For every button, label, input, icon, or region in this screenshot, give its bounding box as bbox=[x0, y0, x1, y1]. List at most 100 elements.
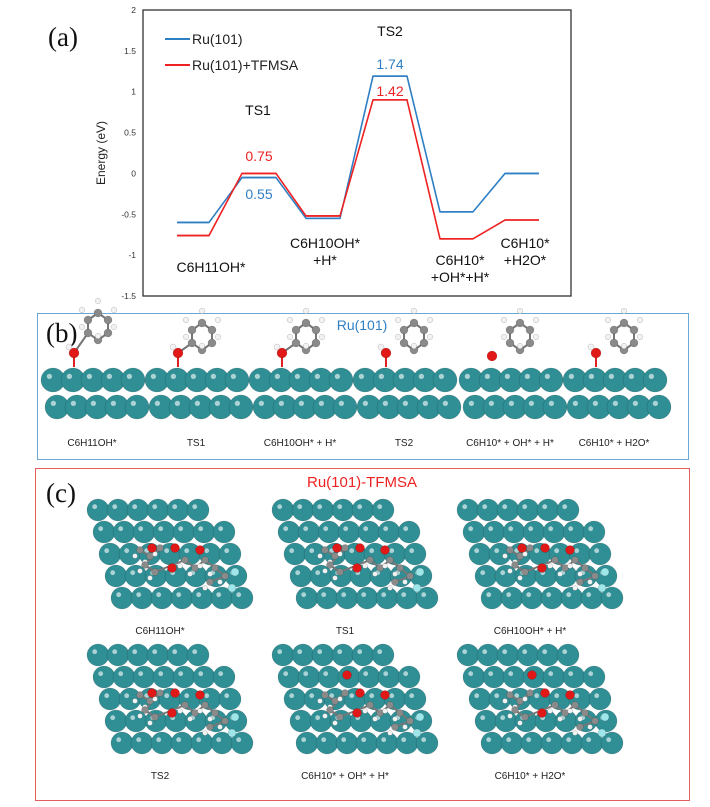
ru-atom bbox=[520, 731, 544, 755]
hydrogen-atom bbox=[152, 696, 158, 702]
ru-atom bbox=[540, 731, 564, 755]
carbon-atom bbox=[93, 308, 103, 318]
highlight bbox=[174, 400, 181, 407]
ru-atom bbox=[106, 498, 130, 522]
ru-atom bbox=[536, 498, 560, 522]
highlight bbox=[488, 526, 494, 532]
highlight bbox=[462, 649, 468, 655]
highlight bbox=[506, 592, 512, 598]
highlight bbox=[562, 504, 568, 510]
ru-atom bbox=[104, 564, 128, 588]
hydrogen-atom bbox=[604, 333, 612, 340]
carbon-atom bbox=[515, 318, 525, 328]
ru-atom bbox=[150, 586, 174, 610]
carbon-atom bbox=[207, 338, 217, 348]
ru-atom bbox=[403, 687, 427, 711]
ru-atom bbox=[502, 520, 526, 544]
ru-atom bbox=[277, 520, 301, 544]
panel-c-label: (c) bbox=[46, 478, 76, 508]
hydrogen-atom bbox=[286, 333, 294, 340]
highlight bbox=[210, 373, 217, 380]
hydrogen-atom bbox=[500, 333, 508, 340]
hydrogen-atom bbox=[217, 579, 223, 585]
highlight bbox=[484, 373, 491, 380]
highlight bbox=[488, 400, 495, 407]
carbon-atom bbox=[551, 556, 559, 564]
ru-atom bbox=[112, 520, 136, 544]
highlight bbox=[278, 400, 285, 407]
highlight bbox=[568, 526, 574, 532]
hydrogen-atom bbox=[187, 571, 193, 577]
highlight bbox=[218, 671, 224, 677]
hydrogen-atom bbox=[207, 571, 213, 577]
highlight bbox=[382, 400, 389, 407]
highlight bbox=[566, 737, 572, 743]
highlight bbox=[548, 671, 554, 677]
ru-atom bbox=[271, 498, 295, 522]
hydrogen-atom bbox=[587, 343, 595, 351]
highlight bbox=[494, 548, 500, 554]
ru-atom bbox=[212, 520, 236, 544]
highlight bbox=[632, 400, 639, 407]
oxygen-atom bbox=[68, 347, 80, 359]
carbon-atom bbox=[321, 546, 329, 554]
oxygen-atom bbox=[195, 545, 205, 555]
hydrogen-atom bbox=[110, 323, 118, 330]
hydrogen-atom bbox=[532, 333, 540, 340]
ru-atom bbox=[92, 520, 116, 544]
ru-atom bbox=[436, 394, 462, 420]
highlight bbox=[92, 649, 98, 655]
highlight bbox=[323, 671, 329, 677]
highlight bbox=[381, 737, 387, 743]
ru-atom bbox=[520, 586, 544, 610]
highlight bbox=[502, 504, 508, 510]
highlight bbox=[192, 649, 198, 655]
ru-atom bbox=[500, 586, 524, 610]
hydrogen-atom bbox=[197, 563, 203, 569]
fluorine-atom bbox=[597, 728, 607, 738]
carbon-atom bbox=[136, 691, 144, 699]
highlight bbox=[132, 504, 138, 510]
highlight bbox=[514, 693, 520, 699]
highlight bbox=[574, 548, 580, 554]
highlight bbox=[508, 400, 515, 407]
ru-atom bbox=[92, 665, 116, 689]
ru-atom bbox=[462, 665, 486, 689]
hydrogen-atom bbox=[402, 579, 408, 585]
carbon-atom bbox=[396, 564, 404, 572]
carbon-atom bbox=[156, 689, 164, 697]
highlight bbox=[522, 649, 528, 655]
ru-atom bbox=[357, 520, 381, 544]
highlight bbox=[402, 400, 409, 407]
highlight bbox=[154, 400, 161, 407]
highlight bbox=[70, 400, 77, 407]
highlight bbox=[474, 548, 480, 554]
hydrogen-atom bbox=[317, 553, 323, 559]
highlight bbox=[329, 693, 335, 699]
highlight bbox=[152, 649, 158, 655]
oxygen-atom bbox=[167, 708, 177, 718]
hydrogen-atom bbox=[532, 316, 540, 324]
oxygen-atom bbox=[195, 690, 205, 700]
highlight bbox=[112, 649, 118, 655]
highlight bbox=[314, 373, 321, 380]
state-label: C6H10* bbox=[500, 235, 550, 251]
highlight bbox=[548, 526, 554, 532]
carbon-atom bbox=[399, 325, 409, 335]
carbon-atom bbox=[201, 701, 209, 709]
ru-atom bbox=[297, 520, 321, 544]
ru-atom bbox=[110, 586, 134, 610]
ru-atom bbox=[375, 586, 399, 610]
hydrogen-atom bbox=[182, 333, 190, 340]
carbon-atom bbox=[551, 701, 559, 709]
highlight bbox=[482, 504, 488, 510]
highlight bbox=[486, 737, 492, 743]
hydrogen-atom bbox=[410, 307, 418, 314]
ru-atom bbox=[291, 643, 315, 667]
highlight bbox=[317, 504, 323, 510]
carbon-atom bbox=[211, 564, 219, 572]
ru-atom bbox=[415, 731, 439, 755]
ru-atom bbox=[86, 643, 110, 667]
highlight bbox=[474, 693, 480, 699]
carbon-atom bbox=[525, 338, 535, 348]
